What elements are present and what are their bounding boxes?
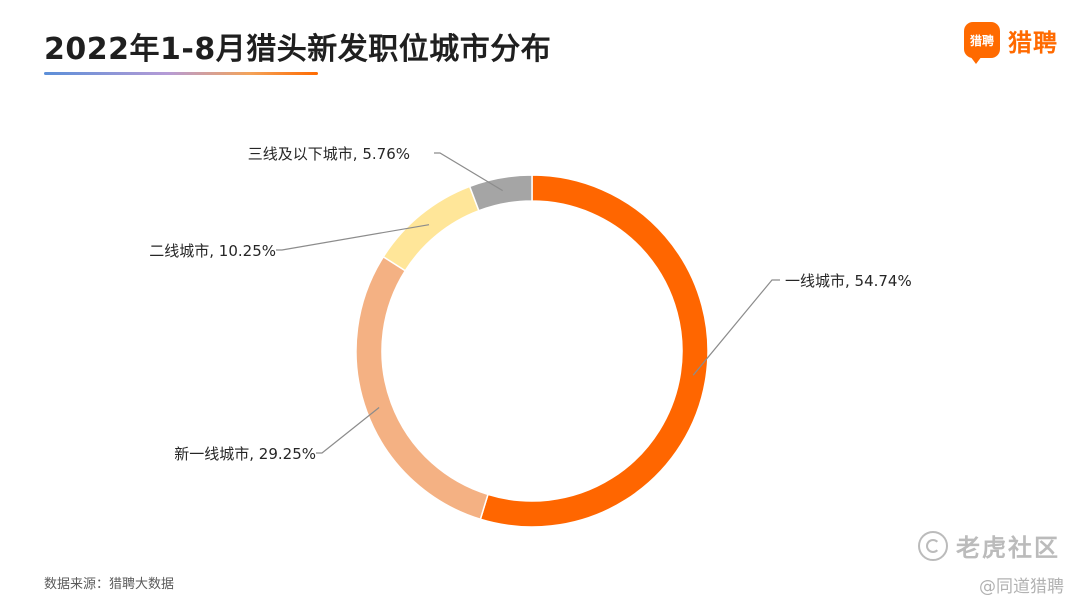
watermark-logo-icon <box>918 530 948 561</box>
data-label-3: 二线城市, 10.25% <box>149 242 276 260</box>
data-source: 数据来源：猎聘大数据 <box>44 577 175 592</box>
chart-title: 2022年1-8月猎头新发职位城市分布 <box>44 32 552 67</box>
data-label-4: 三线及以下城市, 5.76% <box>248 145 410 163</box>
brand-logo-group: 猎聘 猎聘 <box>964 22 1058 64</box>
donut-slice-4 <box>468 174 533 212</box>
watermark-text: 老虎社区 <box>956 534 1060 562</box>
leader-line-3 <box>276 224 430 251</box>
leader-line-2 <box>316 407 380 454</box>
leader-line-4 <box>434 152 503 192</box>
donut-slice-3 <box>382 185 480 272</box>
brand-name: 猎聘 <box>1008 28 1058 57</box>
donut-slice-2 <box>355 255 489 521</box>
leader-line-1 <box>692 279 780 376</box>
data-label-1: 一线城市, 54.74% <box>785 272 912 290</box>
liepin-logo-icon: 猎聘 <box>964 22 1000 64</box>
watermark-handle: @同道猎聘 <box>979 577 1064 597</box>
title-underline <box>44 72 318 75</box>
data-label-2: 新一线城市, 29.25% <box>174 445 316 463</box>
donut-slice-1 <box>479 174 709 528</box>
watermark: 老虎社区 <box>918 528 1060 563</box>
logo-text: 猎聘 <box>969 33 994 48</box>
